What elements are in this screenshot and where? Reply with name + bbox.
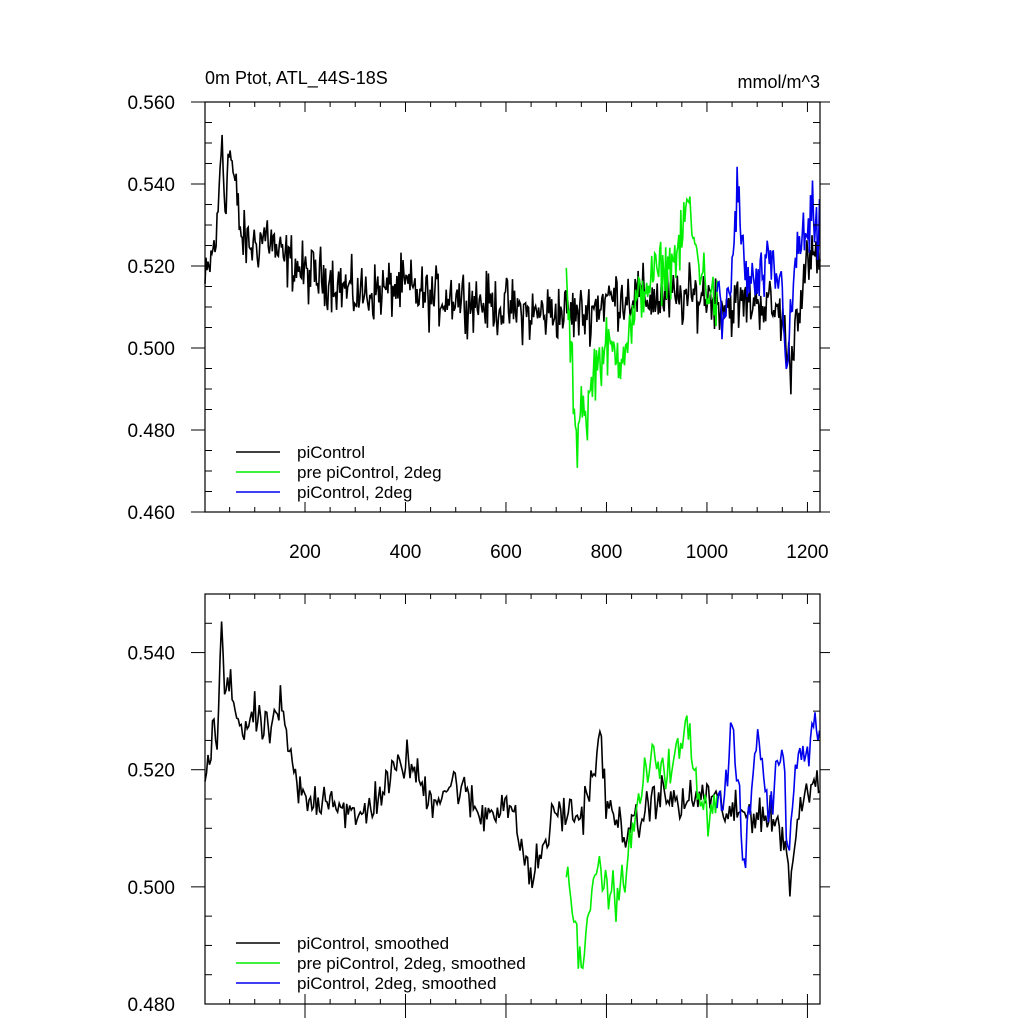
series-line-top-2 (716, 166, 821, 370)
y-tick-label: 0.540 (127, 175, 175, 196)
top-series-group (204, 134, 821, 468)
x-tick-label: 400 (390, 542, 422, 563)
series-line-bottom-1 (565, 715, 718, 970)
x-tick-label: 600 (490, 542, 522, 563)
top-units: mmol/m^3 (738, 72, 820, 92)
top-title: 0m Ptot, ATL_44S-18S (205, 68, 388, 89)
legend-label: piControl, 2deg (297, 483, 412, 502)
x-tick-label: 800 (591, 542, 623, 563)
y-tick-label: 0.520 (127, 761, 175, 782)
legend-label: piControl, smoothed (297, 934, 449, 953)
y-tick-label: 0.500 (127, 339, 175, 360)
legend-label: piControl (297, 443, 365, 462)
top-panel: 0m Ptot, ATL_44S-18S mmol/m^3 200 400 600 8… (127, 68, 830, 563)
legend-label: piControl, 2deg, smoothed (297, 974, 496, 993)
x-tick-label: 1200 (786, 542, 828, 563)
series-line-top-1 (565, 196, 718, 468)
y-tick-label: 0.540 (127, 644, 175, 665)
y-tick-label: 0.560 (127, 93, 175, 114)
y-tick-label-bottom: 0.480 (127, 995, 175, 1016)
y-tick-label: 0.520 (127, 257, 175, 278)
x-tick-label: 1000 (686, 542, 728, 563)
y-tick-label: 0.500 (127, 878, 175, 899)
legend-label: pre piControl, 2deg, smoothed (297, 954, 526, 973)
legend-label: pre piControl, 2deg (297, 463, 442, 482)
series-line-top-0 (204, 134, 821, 395)
series-line-bottom-2 (716, 712, 821, 869)
y-tick-label: 0.480 (127, 421, 175, 442)
bottom-ticks-group: 0.500 0.520 0.540 0.480 (127, 593, 830, 1018)
series-line-bottom-0 (204, 621, 821, 897)
bottom-series-group (204, 621, 821, 970)
bottom-panel: 0.500 0.520 0.540 0.480 piControl, smoothed… (127, 593, 830, 1018)
y-tick-label: 0.460 (127, 503, 175, 524)
x-tick-label: 200 (289, 542, 321, 563)
top-ticks-group: 200 400 600 800 1000 1200 0.460 0.480 0.500 0.520… (127, 93, 830, 563)
